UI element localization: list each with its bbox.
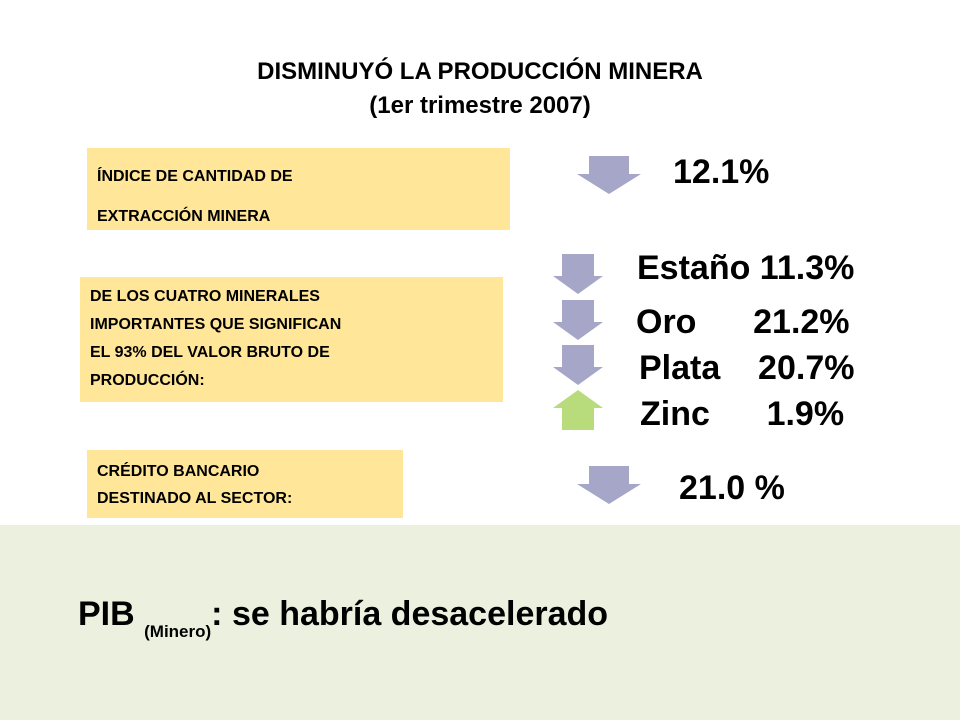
down-arrow-icon <box>553 254 603 294</box>
credit-value: 21.0 % <box>679 469 785 507</box>
pib-statement: PIB (Minero): se habría desacelerado <box>78 595 609 641</box>
plata-value: Plata 20.7% <box>639 349 855 387</box>
zinc-value: Zinc 1.9% <box>640 395 845 433</box>
box-line: IMPORTANTES QUE SIGNIFICAN <box>90 316 342 333</box>
down-arrow-icon <box>577 466 641 504</box>
box-line: EXTRACCIÓN MINERA <box>97 208 271 225</box>
down-arrow-icon <box>553 345 603 385</box>
extraction-index-box: ÍNDICE DE CANTIDAD DE EXTRACCIÓN MINERA <box>87 148 510 230</box>
down-arrow-icon <box>577 156 641 194</box>
title-line-2: (1er trimestre 2007) <box>369 92 591 119</box>
box-line: CRÉDITO BANCARIO <box>97 463 260 480</box>
pib-label: PIB <box>78 595 145 633</box>
box-line: DESTINADO AL SECTOR: <box>97 490 293 507</box>
pib-text: : se habría desacelerado <box>211 595 609 633</box>
pib-subscript: (Minero) <box>144 622 212 641</box>
box-line: PRODUCCIÓN: <box>90 372 205 389</box>
box-line: EL 93% DEL VALOR BRUTO DE <box>90 344 330 361</box>
title-line-1: DISMINUYÓ LA PRODUCCIÓN MINERA <box>257 58 703 85</box>
estano-value: Estaño 11.3% <box>637 249 855 287</box>
up-arrow-icon <box>553 390 603 430</box>
bank-credit-box: CRÉDITO BANCARIO DESTINADO AL SECTOR: <box>87 450 403 518</box>
box-line: ÍNDICE DE CANTIDAD DE <box>97 168 293 185</box>
footer-panel <box>0 525 960 720</box>
down-arrow-icon <box>553 300 603 340</box>
box-line: DE LOS CUATRO MINERALES <box>90 288 320 305</box>
oro-value: Oro 21.2% <box>636 303 850 341</box>
four-minerals-box: DE LOS CUATRO MINERALES IMPORTANTES QUE … <box>80 277 503 402</box>
index-value: 12.1% <box>673 153 770 191</box>
page-title: DISMINUYÓ LA PRODUCCIÓN MINERA (1er trim… <box>0 55 960 123</box>
